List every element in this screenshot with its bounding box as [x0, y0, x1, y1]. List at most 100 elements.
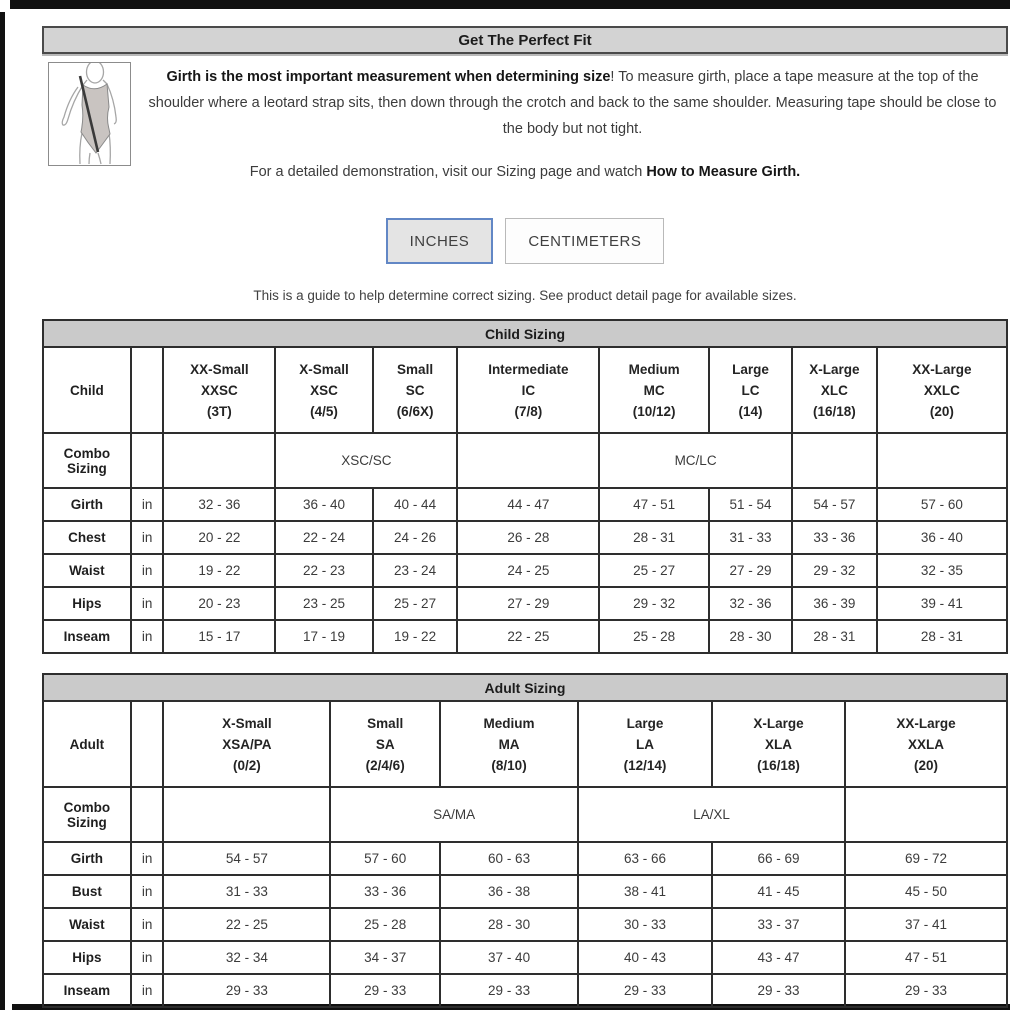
range-cell: 29 - 33 — [844, 973, 1008, 1008]
range-cell: 69 - 72 — [844, 841, 1008, 876]
range-cell: 27 - 29 — [456, 586, 601, 621]
leotard-figure-icon — [61, 60, 117, 165]
range-cell: 57 - 60 — [875, 487, 1009, 522]
range-cell: 25 - 27 — [371, 586, 459, 621]
range-cell: 24 - 26 — [371, 520, 459, 555]
row-label: Hips — [42, 940, 132, 975]
range-cell: 32 - 34 — [162, 940, 332, 975]
row-label: Girth — [42, 487, 132, 522]
girth-instructions-body: ! To measure girth, place a tape measure… — [148, 69, 997, 137]
adult-sizing-table: Adult Sizing Adult X-Small XSA/PA (0/2) … — [42, 673, 1008, 1008]
adult-combo-la-xl: LA/XL — [576, 786, 847, 843]
range-cell: 29 - 33 — [576, 973, 713, 1008]
range-cell: 60 - 63 — [439, 841, 579, 876]
range-cell: 39 - 41 — [875, 586, 1009, 621]
range-cell: 28 - 31 — [875, 619, 1009, 654]
girth-instructions: Girth is the most important measurement … — [137, 64, 1008, 142]
adult-girth-row: Girth in 54 - 57 57 - 60 60 - 63 63 - 66… — [42, 841, 1008, 876]
range-cell: 31 - 33 — [708, 520, 793, 555]
child-size-col-small: Small SC (6/6X) — [371, 346, 459, 434]
adult-size-col-xsmall: X-Small XSA/PA (0/2) — [162, 700, 332, 788]
range-cell: 17 - 19 — [274, 619, 374, 654]
range-cell: 22 - 24 — [274, 520, 374, 555]
child-unit-header-cell — [129, 346, 165, 434]
unit-cell: in — [129, 841, 165, 876]
child-row-header: Child — [42, 346, 132, 434]
child-combo-row: Combo Sizing XSC/SC MC/LC — [42, 432, 1009, 489]
frame-bottom-edge — [12, 1004, 1010, 1010]
range-cell: 33 - 37 — [710, 907, 847, 942]
adult-combo-header: Combo Sizing — [42, 786, 132, 843]
child-inseam-row: Inseam in 15 - 17 17 - 19 19 - 22 22 - 2… — [42, 619, 1009, 654]
unit-cell: in — [129, 940, 165, 975]
child-combo-empty — [162, 432, 277, 489]
range-cell: 25 - 28 — [598, 619, 711, 654]
range-cell: 28 - 30 — [439, 907, 579, 942]
range-cell: 36 - 40 — [875, 520, 1009, 555]
range-cell: 33 - 36 — [329, 874, 442, 909]
unit-cell: in — [129, 874, 165, 909]
child-combo-empty — [875, 432, 1009, 489]
page-title-text: Get The Perfect Fit — [458, 31, 592, 49]
adult-size-col-medium: Medium MA (8/10) — [439, 700, 579, 788]
demo-line: For a detailed demonstration, visit our … — [42, 164, 1008, 180]
range-cell: 27 - 29 — [708, 553, 793, 588]
adult-waist-row: Waist in 22 - 25 25 - 28 28 - 30 30 - 33… — [42, 907, 1008, 942]
child-sizing-section: Child Sizing Child XX-Small XXSC (3T) X-… — [42, 319, 1009, 654]
child-chest-row: Chest in 20 - 22 22 - 24 24 - 26 26 - 28… — [42, 520, 1009, 555]
adult-table-title-row: Adult Sizing — [42, 673, 1008, 702]
child-size-col-intermediate: Intermediate IC (7/8) — [456, 346, 601, 434]
range-cell: 57 - 60 — [329, 841, 442, 876]
child-size-col-xlarge: X-Large XLC (16/18) — [790, 346, 878, 434]
adult-size-col-large: Large LA (12/14) — [576, 700, 713, 788]
frame-left-edge — [0, 12, 5, 1010]
range-cell: 36 - 39 — [790, 586, 878, 621]
child-combo-empty — [456, 432, 601, 489]
unit-cell: in — [129, 487, 165, 522]
child-size-col-xsmall: X-Small XSC (4/5) — [274, 346, 374, 434]
range-cell: 23 - 24 — [371, 553, 459, 588]
child-combo-empty — [790, 432, 878, 489]
child-header-row: Child XX-Small XXSC (3T) X-Small XSC (4/… — [42, 346, 1009, 434]
range-cell: 25 - 27 — [598, 553, 711, 588]
range-cell: 44 - 47 — [456, 487, 601, 522]
unit-cell: in — [129, 553, 165, 588]
range-cell: 29 - 33 — [439, 973, 579, 1008]
child-table-title-row: Child Sizing — [42, 319, 1008, 348]
row-label: Bust — [42, 874, 132, 909]
range-cell: 37 - 41 — [844, 907, 1008, 942]
range-cell: 29 - 33 — [710, 973, 847, 1008]
range-cell: 15 - 17 — [162, 619, 277, 654]
child-combo-mc-lc: MC/LC — [598, 432, 793, 489]
range-cell: 41 - 45 — [710, 874, 847, 909]
range-cell: 40 - 43 — [576, 940, 713, 975]
child-size-col-xxlarge: XX-Large XXLC (20) — [875, 346, 1009, 434]
range-cell: 66 - 69 — [710, 841, 847, 876]
adult-combo-row: Combo Sizing SA/MA LA/XL — [42, 786, 1008, 843]
adult-bust-row: Bust in 31 - 33 33 - 36 36 - 38 38 - 41 … — [42, 874, 1008, 909]
adult-size-col-xlarge: X-Large XLA (16/18) — [710, 700, 847, 788]
range-cell: 20 - 23 — [162, 586, 277, 621]
child-size-col-large: Large LC (14) — [708, 346, 793, 434]
range-cell: 28 - 31 — [598, 520, 711, 555]
child-combo-empty — [129, 432, 165, 489]
range-cell: 22 - 25 — [456, 619, 601, 654]
child-hips-row: Hips in 20 - 23 23 - 25 25 - 27 27 - 29 … — [42, 586, 1009, 621]
range-cell: 30 - 33 — [576, 907, 713, 942]
adult-combo-empty — [844, 786, 1008, 843]
range-cell: 45 - 50 — [844, 874, 1008, 909]
centimeters-button[interactable]: CENTIMETERS — [505, 218, 665, 264]
inches-button[interactable]: INCHES — [385, 218, 494, 264]
adult-combo-empty — [129, 786, 165, 843]
range-cell: 51 - 54 — [708, 487, 793, 522]
adult-header-row: Adult X-Small XSA/PA (0/2) Small SA (2/4… — [42, 700, 1008, 788]
range-cell: 19 - 22 — [162, 553, 277, 588]
range-cell: 23 - 25 — [274, 586, 374, 621]
row-label: Inseam — [42, 619, 132, 654]
range-cell: 36 - 38 — [439, 874, 579, 909]
range-cell: 26 - 28 — [456, 520, 601, 555]
range-cell: 54 - 57 — [162, 841, 332, 876]
range-cell: 38 - 41 — [576, 874, 713, 909]
range-cell: 29 - 32 — [790, 553, 878, 588]
adult-size-col-xxlarge: XX-Large XXLA (20) — [844, 700, 1008, 788]
